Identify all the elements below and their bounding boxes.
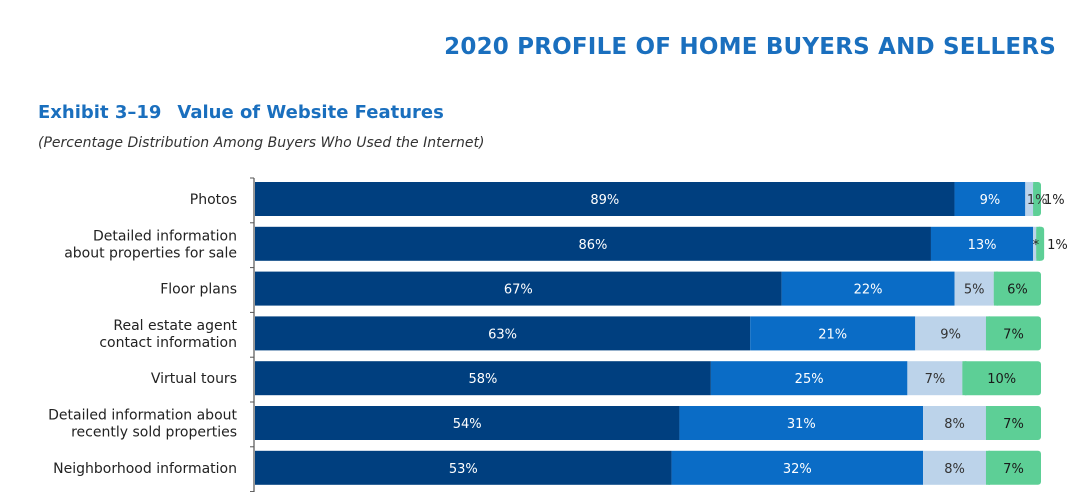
bar-segment — [255, 361, 711, 396]
value-label: 8% — [944, 417, 965, 432]
bar-segment — [750, 316, 916, 351]
bar-segment — [954, 271, 994, 306]
bar-segment — [985, 450, 1041, 485]
value-label: 58% — [468, 372, 497, 387]
value-label: 8% — [944, 462, 965, 477]
bar-segment-edge — [962, 361, 967, 396]
report-title: 2020 PROFILE OF HOME BUYERS AND SELLERS — [444, 34, 1056, 60]
bar-segment — [1025, 182, 1034, 216]
bar-segment-edge — [985, 406, 990, 440]
value-label: 7% — [1003, 462, 1024, 477]
bar-segment-edge — [985, 450, 990, 485]
value-label: 21% — [818, 327, 847, 342]
bar-segment — [954, 182, 1026, 216]
bar-segment — [923, 450, 986, 485]
value-label: 63% — [488, 327, 517, 342]
bar-segment — [255, 271, 782, 306]
value-label: 31% — [787, 417, 816, 432]
bar-segment — [1033, 226, 1037, 261]
value-label: 7% — [1003, 327, 1024, 342]
bar-segment — [930, 226, 1034, 261]
bar-segment — [985, 406, 1041, 440]
value-label: 86% — [579, 238, 608, 253]
value-label: 6% — [1007, 283, 1028, 298]
category-label: Photos — [190, 192, 237, 208]
bar-segment-edge — [993, 271, 998, 306]
bar-segment — [255, 406, 680, 440]
value-label: 1% — [1027, 193, 1048, 208]
value-label: 32% — [783, 462, 812, 477]
bar-segment — [671, 450, 924, 485]
value-label: 9% — [940, 327, 961, 342]
bar-segment-edge — [1033, 182, 1038, 216]
category-label: Detailed information about recently sold … — [48, 408, 237, 441]
category-label: Neighborhood information — [53, 461, 237, 477]
bar-segment — [985, 316, 1041, 351]
value-label: 1% — [1044, 193, 1065, 208]
value-label: 9% — [980, 193, 1001, 208]
bar-segment — [255, 182, 955, 216]
value-label: 13% — [968, 238, 997, 253]
value-label: * — [1033, 238, 1040, 253]
category-label: Floor plans — [160, 282, 237, 298]
value-label: 7% — [1003, 417, 1024, 432]
bar-segment — [915, 316, 986, 351]
value-label: 1% — [1047, 238, 1068, 253]
exhibit-heading: Exhibit 3–19 Value of Website Features — [38, 102, 444, 123]
bar-segment-edge — [1036, 226, 1041, 261]
value-label: 22% — [854, 283, 883, 298]
value-label: 53% — [449, 462, 478, 477]
bar-segment — [255, 450, 672, 485]
chart-subtitle: (Percentage Distribution Among Buyers Wh… — [38, 135, 485, 151]
bar-segment — [255, 316, 751, 351]
category-label: Detailed information about properties for… — [64, 228, 237, 261]
value-label: 5% — [964, 283, 985, 298]
bar-segment — [993, 271, 1041, 306]
value-label: 89% — [590, 193, 619, 208]
bar-segment — [255, 226, 931, 261]
value-label: 54% — [453, 417, 482, 432]
category-label: Virtual tours — [151, 371, 237, 387]
bar-segment — [679, 406, 924, 440]
bar-segment — [781, 271, 955, 306]
value-label: 7% — [925, 372, 946, 387]
exhibit-number: Exhibit 3–19 — [38, 102, 162, 123]
bar-segment — [710, 361, 908, 396]
value-label: 25% — [795, 372, 824, 387]
bar-segment — [923, 406, 986, 440]
bar-segment — [962, 361, 1041, 396]
bar-segment-edge — [985, 316, 990, 351]
bar-segment — [907, 361, 963, 396]
category-label: Real estate agent contact information — [99, 318, 237, 351]
value-label: 10% — [987, 372, 1016, 387]
exhibit-title: Value of Website Features — [177, 102, 444, 123]
value-label: 67% — [504, 283, 533, 298]
